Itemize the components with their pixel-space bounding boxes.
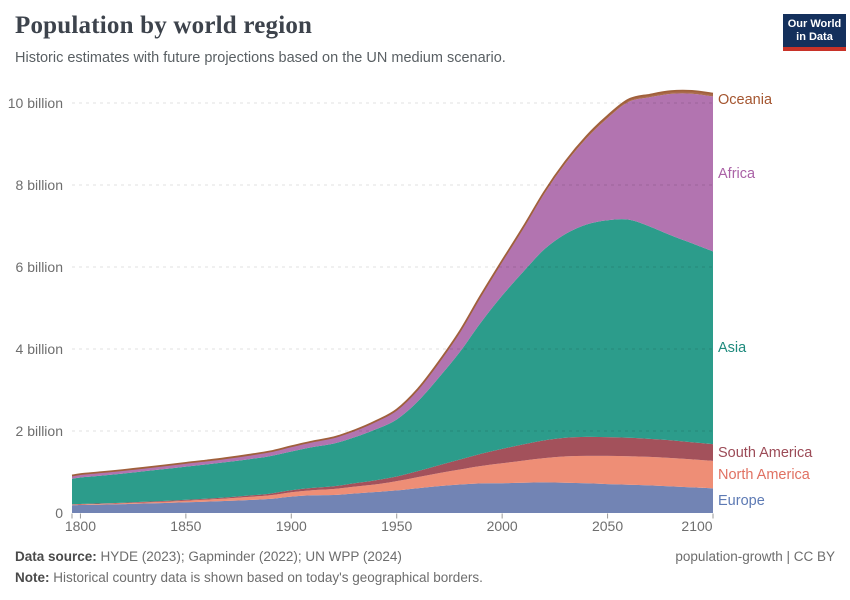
footer-note-value: Historical country data is shown based o… [49, 570, 483, 585]
series-label-north-america[interactable]: North America [718, 466, 810, 483]
oceania-top-edge [71, 89, 714, 477]
series-label-oceania[interactable]: Oceania [718, 92, 773, 109]
area-asia[interactable] [72, 219, 713, 505]
footer-source-value: HYDE (2023); Gapminder (2022); UN WPP (2… [96, 549, 402, 564]
area-europe[interactable] [72, 482, 713, 513]
footer-license-link[interactable]: population-growth | CC BY [675, 549, 835, 564]
x-tick-label-2000: 2000 [486, 518, 518, 534]
footer-note-label: Note: [15, 570, 50, 585]
owid-logo-line1: Our World [787, 18, 842, 30]
chart-subtitle: Historic estimates with future projectio… [15, 50, 506, 66]
x-tick-label-1800: 1800 [64, 518, 96, 534]
y-tick-label-6: 6 billion [15, 259, 63, 275]
footer-source-line: Data source: HYDE (2023); Gapminder (202… [15, 549, 402, 564]
owid-logo: Our World in Data [783, 14, 846, 51]
area-africa[interactable] [72, 93, 713, 479]
x-tick-label-1900: 1900 [275, 518, 307, 534]
owid-logo-box: Our World in Data [783, 14, 846, 47]
x-tick-label-1950: 1950 [381, 518, 413, 534]
series-label-africa[interactable]: Africa [718, 165, 756, 182]
area-south-america[interactable] [72, 436, 713, 505]
x-tick-label-2100: 2100 [681, 518, 713, 534]
y-tick-label-2: 2 billion [15, 423, 63, 439]
series-label-asia[interactable]: Asia [718, 339, 747, 356]
series-label-europe[interactable]: Europe [718, 492, 765, 509]
y-tick-label-0: 0 [55, 505, 63, 521]
x-tick-label-1850: 1850 [170, 518, 202, 534]
footer-note-line: Note: Historical country data is shown b… [15, 570, 483, 585]
x-tick-label-2050: 2050 [591, 518, 624, 534]
footer-source-label: Data source: [15, 549, 97, 564]
y-tick-label-8: 8 billion [15, 177, 63, 193]
series-label-south-america[interactable]: South America [718, 444, 813, 461]
owid-logo-line2: in Data [796, 31, 833, 43]
owid-logo-accent-bar [783, 47, 846, 51]
y-tick-label-4: 4 billion [15, 341, 63, 357]
y-tick-label-10: 10 billion [7, 95, 63, 111]
area-north-america[interactable] [72, 455, 713, 506]
page-title: Population by world region [15, 12, 313, 39]
